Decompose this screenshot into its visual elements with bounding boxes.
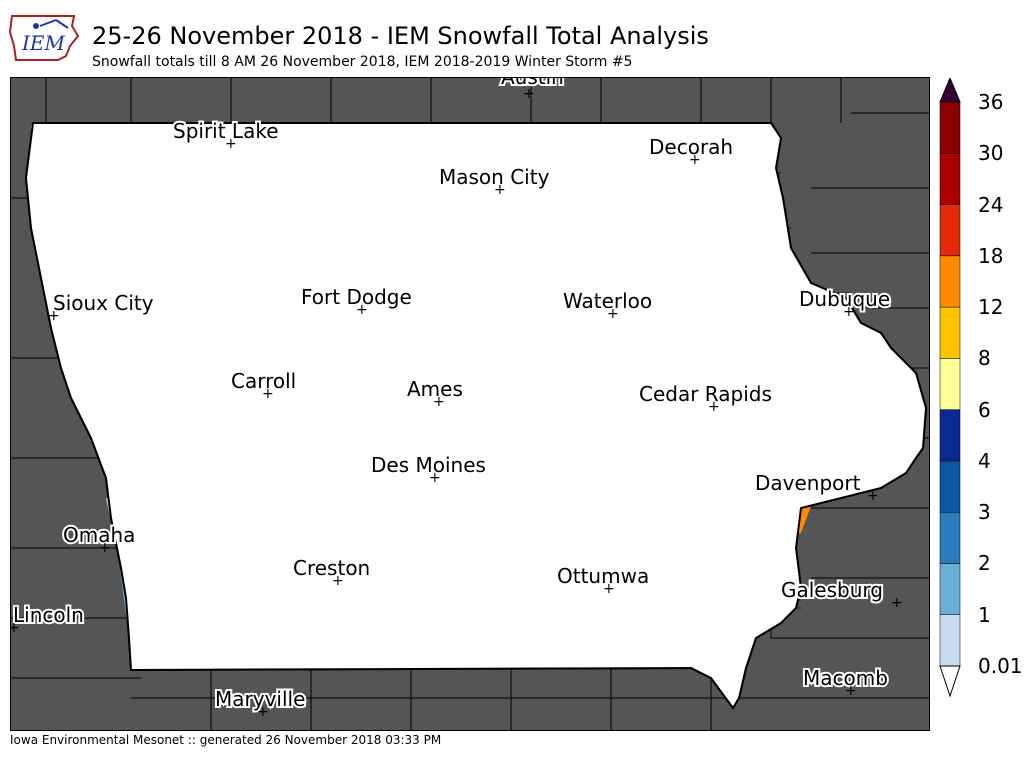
svg-text:Galesburg: Galesburg xyxy=(781,578,883,602)
svg-text:+: + xyxy=(356,302,368,318)
legend-bin-5 xyxy=(939,358,961,410)
neighbor-county-lines xyxy=(11,78,929,730)
svg-text:+: + xyxy=(843,304,855,320)
svg-text:+: + xyxy=(262,386,274,402)
legend-tick-label: 2 xyxy=(978,551,991,576)
svg-text:+: + xyxy=(99,540,111,556)
svg-text:+: + xyxy=(867,488,879,504)
legend-tick-label: 3 xyxy=(978,500,991,525)
svg-text:+: + xyxy=(689,152,701,168)
legend-bin-2 xyxy=(939,511,961,564)
iem-logo: IEM xyxy=(8,6,80,70)
svg-text:+: + xyxy=(433,394,445,410)
legend-min-triangle xyxy=(939,665,961,698)
svg-text:+: + xyxy=(607,306,619,322)
svg-text:Des Moines: Des Moines xyxy=(371,453,486,477)
iowa-outline-icon xyxy=(8,15,80,61)
snowfall-map[interactable]: Austin + Spirit Lake + Decorah + Mason C… xyxy=(10,77,930,731)
svg-text:+: + xyxy=(708,399,720,415)
city-dubuque[interactable]: Dubuque + xyxy=(797,285,892,320)
legend-bin-0 xyxy=(939,614,961,667)
snowfall-legend xyxy=(938,76,1024,698)
svg-text:+: + xyxy=(494,182,506,198)
legend-bin-9 xyxy=(939,153,961,205)
city-davenport[interactable]: Davenport + xyxy=(753,469,879,504)
legend-bin-1 xyxy=(939,563,961,615)
city-ames[interactable]: Ames + xyxy=(405,375,465,410)
svg-text:Omaha: Omaha xyxy=(63,523,135,547)
svg-text:Dubuque: Dubuque xyxy=(799,287,890,311)
legend-tick-label: 18 xyxy=(978,243,1004,268)
svg-text:+: + xyxy=(845,683,857,699)
svg-text:+: + xyxy=(891,595,903,611)
svg-text:Spirit Lake: Spirit Lake xyxy=(173,119,279,143)
page-subtitle: Snowfall totals till 8 AM 26 November 20… xyxy=(92,54,633,70)
svg-text:Lincoln: Lincoln xyxy=(13,603,84,627)
city-creston[interactable]: Creston + xyxy=(291,554,372,589)
svg-text:+: + xyxy=(257,704,269,720)
legend-tick-label: 30 xyxy=(978,141,1004,166)
svg-text:+: + xyxy=(225,136,237,152)
legend-bin-3 xyxy=(939,460,961,513)
city-des-moines[interactable]: Des Moines + xyxy=(369,451,488,486)
contour-lines xyxy=(115,362,917,644)
city-label-austin: Austin xyxy=(501,78,564,89)
city-lincoln[interactable]: Lincoln + xyxy=(11,601,86,636)
legend-tick-label: 6 xyxy=(978,397,991,422)
legend-bin-8 xyxy=(939,204,961,257)
svg-text:Carroll: Carroll xyxy=(231,369,296,393)
city-ottumwa[interactable]: Ottumwa + xyxy=(555,562,651,597)
city-spirit-lake[interactable]: Spirit Lake + xyxy=(171,117,281,152)
svg-text:Mason City: Mason City xyxy=(439,165,550,189)
legend-tick-label: 0.01 xyxy=(978,654,1023,678)
svg-text:Cedar Rapids: Cedar Rapids xyxy=(639,382,772,406)
city-macomb[interactable]: Macomb + xyxy=(801,664,890,699)
legend-bin-10 xyxy=(939,101,961,154)
svg-text:+: + xyxy=(48,308,60,324)
svg-text:Creston: Creston xyxy=(293,556,370,580)
footer-credit: Iowa Environmental Mesonet :: generated … xyxy=(10,733,442,747)
svg-text:+: + xyxy=(603,581,615,597)
svg-text:+: + xyxy=(429,470,441,486)
legend-tick-label: 12 xyxy=(978,295,1004,320)
legend-max-triangle xyxy=(939,76,961,103)
svg-text:Ottumwa: Ottumwa xyxy=(557,564,649,588)
legend-tick-label: 1 xyxy=(978,602,991,627)
svg-text:Davenport: Davenport xyxy=(755,471,861,495)
legend-bin-7 xyxy=(939,255,961,308)
city-decorah[interactable]: Decorah + xyxy=(647,133,735,168)
svg-text:+: + xyxy=(11,620,20,636)
city-fort-dodge[interactable]: Fort Dodge + xyxy=(299,283,414,318)
svg-text:Maryville: Maryville xyxy=(215,687,305,711)
page-title: 25-26 November 2018 - IEM Snowfall Total… xyxy=(92,22,709,50)
svg-text:Sioux City: Sioux City xyxy=(53,291,154,315)
svg-text:Macomb: Macomb xyxy=(803,666,888,690)
svg-text:Ames: Ames xyxy=(407,377,463,401)
city-waterloo[interactable]: Waterloo + xyxy=(561,287,654,322)
city-carroll[interactable]: Carroll + xyxy=(229,367,298,402)
city-sioux-city[interactable]: Sioux City + xyxy=(48,289,156,324)
legend-tick-label: 24 xyxy=(978,192,1004,217)
city-markers: Austin + Spirit Lake + Decorah + Mason C… xyxy=(11,78,903,720)
svg-text:Fort Dodge: Fort Dodge xyxy=(301,285,412,309)
city-cedar-rapids[interactable]: Cedar Rapids + xyxy=(637,380,774,415)
city-austin[interactable]: Austin + xyxy=(499,78,566,102)
city-galesburg[interactable]: Galesburg + xyxy=(779,576,903,611)
city-maryville[interactable]: Maryville + xyxy=(213,685,307,720)
svg-text:+: + xyxy=(523,86,535,102)
legend-tick-label: 4 xyxy=(978,448,991,473)
logo-text: IEM xyxy=(21,31,66,55)
legend-bin-4 xyxy=(939,409,961,462)
svg-text:+: + xyxy=(332,573,344,589)
legend-tick-label: 8 xyxy=(978,346,991,371)
svg-text:Decorah: Decorah xyxy=(649,135,733,159)
city-omaha[interactable]: Omaha + xyxy=(61,521,137,556)
legend-tick-label: 36 xyxy=(978,90,1004,114)
city-mason-city[interactable]: Mason City + xyxy=(437,163,552,198)
legend-bin-6 xyxy=(939,306,961,359)
svg-text:Waterloo: Waterloo xyxy=(563,289,652,313)
